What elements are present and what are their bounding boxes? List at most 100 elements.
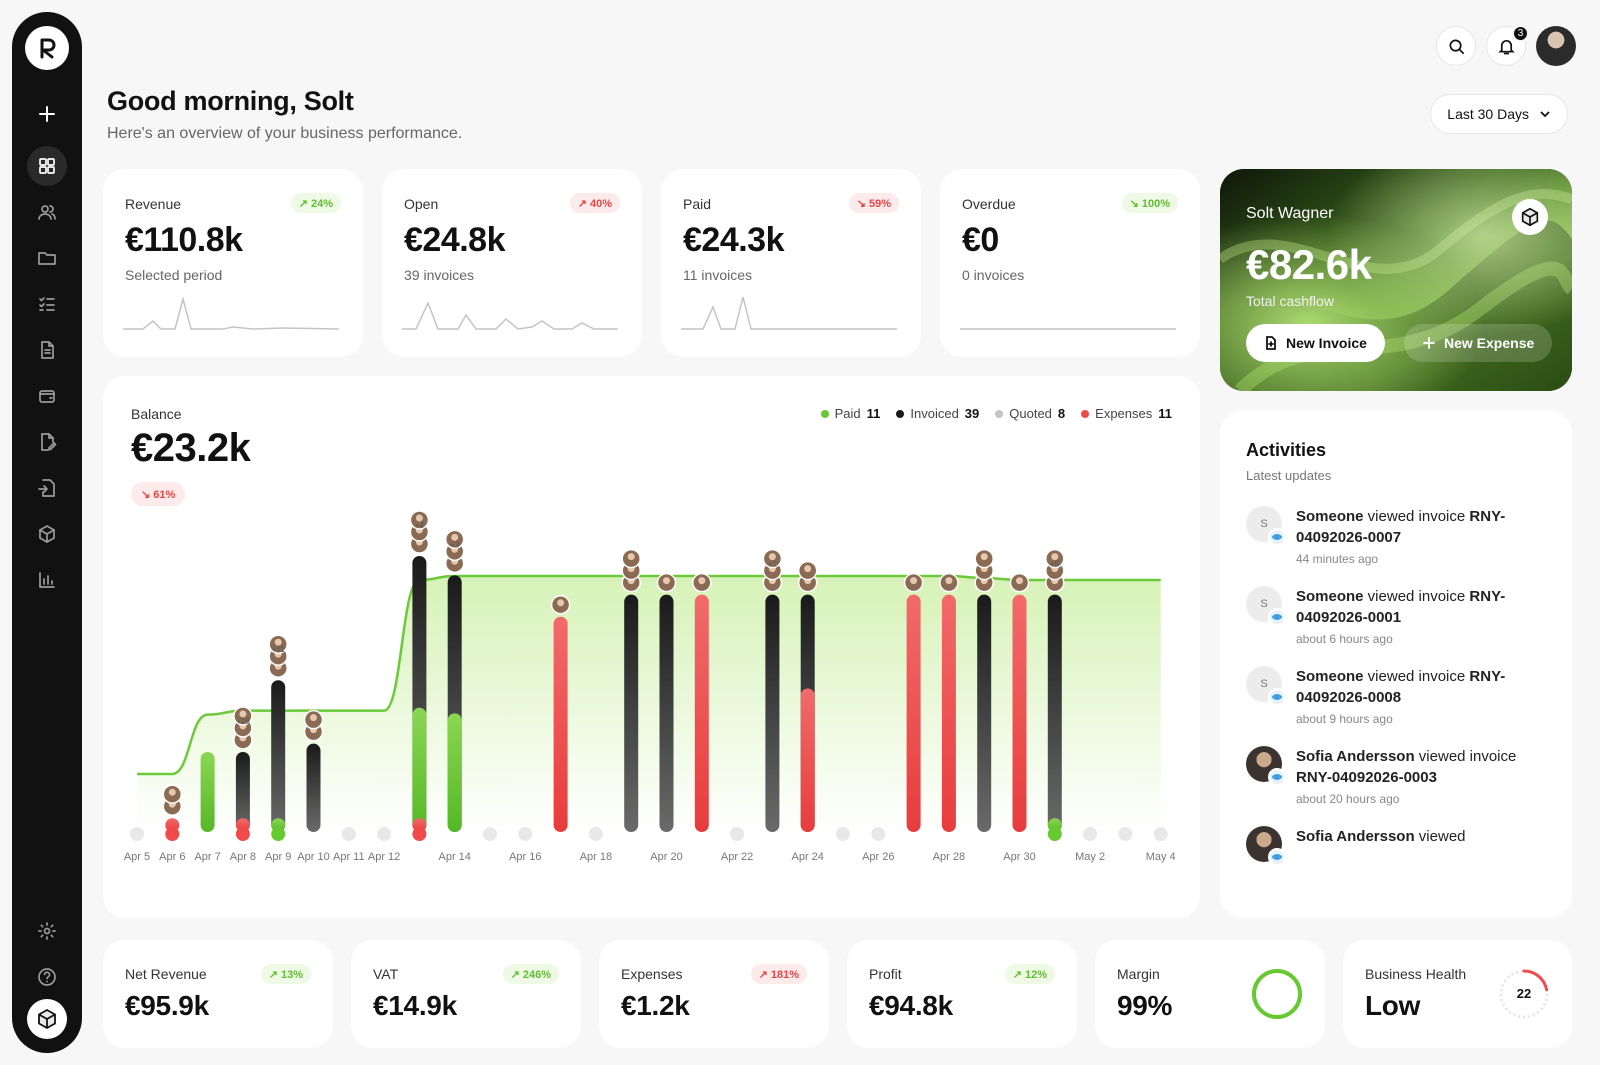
sidebar — [12, 12, 82, 1053]
bar-invoiced[interactable] — [1048, 595, 1062, 832]
day-status-dot[interactable] — [836, 827, 850, 841]
activity-actor: Someone — [1296, 588, 1364, 605]
search-icon — [1448, 38, 1465, 55]
activities-title: Activities — [1246, 440, 1326, 461]
x-tick-label: Apr 11 — [333, 851, 365, 863]
day-status-dot[interactable] — [1118, 827, 1132, 841]
x-tick-label: Apr 22 — [721, 851, 753, 863]
file-plus-icon — [1264, 336, 1278, 350]
bar-expense[interactable] — [907, 595, 921, 832]
sidebar-item-tasks[interactable] — [27, 284, 67, 324]
bar-invoiced[interactable] — [624, 595, 638, 832]
sidebar-item-dashboard[interactable] — [27, 146, 67, 186]
sidebar-item-import[interactable] — [27, 468, 67, 508]
bar-expense[interactable] — [1013, 595, 1027, 832]
kpi-card-paid[interactable]: Paid ↘ 59% €24.3k 11 invoices — [661, 169, 921, 357]
bar-paid[interactable] — [412, 708, 426, 832]
day-status-dot[interactable] — [377, 827, 391, 841]
activity-item[interactable]: S Someone viewed invoice RNY-04092026-000… — [1246, 666, 1552, 726]
day-status-dot[interactable] — [1083, 827, 1097, 841]
bar-paid[interactable] — [201, 752, 215, 832]
bar-invoiced[interactable] — [271, 680, 285, 832]
top-actions: 3 — [1436, 26, 1576, 66]
sidebar-item-quotes[interactable] — [27, 422, 67, 462]
metric-card-net-revenue[interactable]: Net Revenue ↗ 13% €95.9k — [103, 940, 333, 1048]
sidebar-item-reports[interactable] — [27, 560, 67, 600]
kpi-label: Overdue — [962, 196, 1016, 212]
bar-expense[interactable] — [554, 617, 568, 832]
workspace-logo-icon[interactable] — [27, 999, 67, 1039]
eye-icon — [1268, 768, 1286, 786]
activity-invoice-ref[interactable]: RNY-04092026-0003 — [1296, 769, 1437, 786]
sidebar-item-projects[interactable] — [27, 238, 67, 278]
metric-card-vat[interactable]: VAT ↗ 246% €14.9k — [351, 940, 581, 1048]
bar-expense[interactable] — [695, 595, 709, 832]
activity-item[interactable]: S Someone viewed invoice RNY-04092026-000… — [1246, 586, 1552, 646]
sidebar-item-products[interactable] — [27, 514, 67, 554]
activity-action: viewed invoice — [1364, 508, 1470, 525]
bar-invoiced[interactable] — [307, 744, 321, 832]
activity-item[interactable]: Sofia Andersson viewed invoice RNY-04092… — [1246, 746, 1552, 806]
greeting-block: Good morning, Solt Here's an overview of… — [107, 86, 462, 143]
metric-value: 99% — [1117, 990, 1172, 1022]
day-status-dot[interactable] — [165, 827, 179, 841]
day-status-dot[interactable] — [730, 827, 744, 841]
day-status-dot[interactable] — [871, 827, 885, 841]
metric-card-margin[interactable]: Margin 99% — [1095, 940, 1325, 1048]
user-avatar[interactable] — [1536, 26, 1576, 66]
day-status-dot[interactable] — [130, 827, 144, 841]
kpi-subtext: 11 invoices — [683, 267, 752, 283]
day-status-dot[interactable] — [483, 827, 497, 841]
day-status-dot[interactable] — [236, 827, 250, 841]
notifications-button[interactable]: 3 — [1486, 26, 1526, 66]
new-invoice-button[interactable]: New Invoice — [1246, 324, 1385, 362]
sidebar-item-settings[interactable] — [27, 911, 67, 951]
bar-expense[interactable] — [942, 595, 956, 832]
wallet-icon — [37, 386, 57, 406]
activity-item[interactable]: Sofia Andersson viewed — [1246, 826, 1552, 862]
bar-expense[interactable] — [801, 688, 815, 832]
metric-value: €14.9k — [373, 990, 457, 1022]
search-button[interactable] — [1436, 26, 1476, 66]
metric-card-profit[interactable]: Profit ↗ 12% €94.8k — [847, 940, 1077, 1048]
kpi-card-revenue[interactable]: Revenue ↗ 24% €110.8k Selected period — [103, 169, 363, 357]
help-icon — [37, 967, 57, 987]
kpi-value: €110.8k — [125, 221, 243, 260]
day-status-dot[interactable] — [518, 827, 532, 841]
x-tick-label: Apr 12 — [368, 851, 400, 863]
day-status-dot[interactable] — [1154, 827, 1168, 841]
bar-invoiced[interactable] — [660, 595, 674, 832]
kpi-card-open[interactable]: Open ↗ 40% €24.8k 39 invoices — [382, 169, 642, 357]
kpi-value: €24.8k — [404, 221, 505, 260]
balance-chart: +16+11+4+3+1 +5Apr 5 Apr 6 Apr 7 Apr 8 Apr 9A… — [103, 376, 1200, 918]
metric-card-business-health[interactable]: Business Health Low 22 — [1343, 940, 1572, 1048]
sidebar-item-help[interactable] — [27, 957, 67, 997]
day-status-dot[interactable] — [589, 827, 603, 841]
kpi-subtext: 39 invoices — [404, 267, 474, 283]
day-status-dot[interactable] — [412, 827, 426, 841]
bar-invoiced[interactable] — [977, 595, 991, 832]
day-status-dot[interactable] — [342, 827, 356, 841]
day-status-dot[interactable] — [1048, 827, 1062, 841]
bar-invoiced[interactable] — [765, 595, 779, 832]
app-logo-icon[interactable] — [25, 26, 69, 70]
sidebar-item-invoices[interactable] — [27, 330, 67, 370]
sidebar-item-wallet[interactable] — [27, 376, 67, 416]
activity-item[interactable]: S Someone viewed invoice RNY-04092026-000… — [1246, 506, 1552, 566]
plus-icon — [1422, 336, 1436, 350]
bar-more-count: +4 — [415, 521, 425, 530]
kpi-sparkline — [681, 289, 897, 333]
kpi-change-badge: ↗ 40% — [570, 193, 620, 213]
hero-cashflow-value: €82.6k — [1246, 241, 1371, 289]
activity-avatar-initial: S — [1260, 598, 1267, 610]
activity-action: viewed invoice — [1415, 748, 1517, 765]
bar-paid[interactable] — [448, 713, 462, 832]
kpi-sparkline — [960, 289, 1176, 333]
period-dropdown[interactable]: Last 30 Days — [1430, 94, 1568, 134]
kpi-card-overdue[interactable]: Overdue ↘ 100% €0 0 invoices — [940, 169, 1200, 357]
new-expense-button[interactable]: New Expense — [1404, 324, 1552, 362]
sidebar-item-customers[interactable] — [27, 192, 67, 232]
sidebar-new-button[interactable] — [27, 94, 67, 134]
metric-card-expenses[interactable]: Expenses ↗ 181% €1.2k — [599, 940, 829, 1048]
day-status-dot[interactable] — [271, 827, 285, 841]
